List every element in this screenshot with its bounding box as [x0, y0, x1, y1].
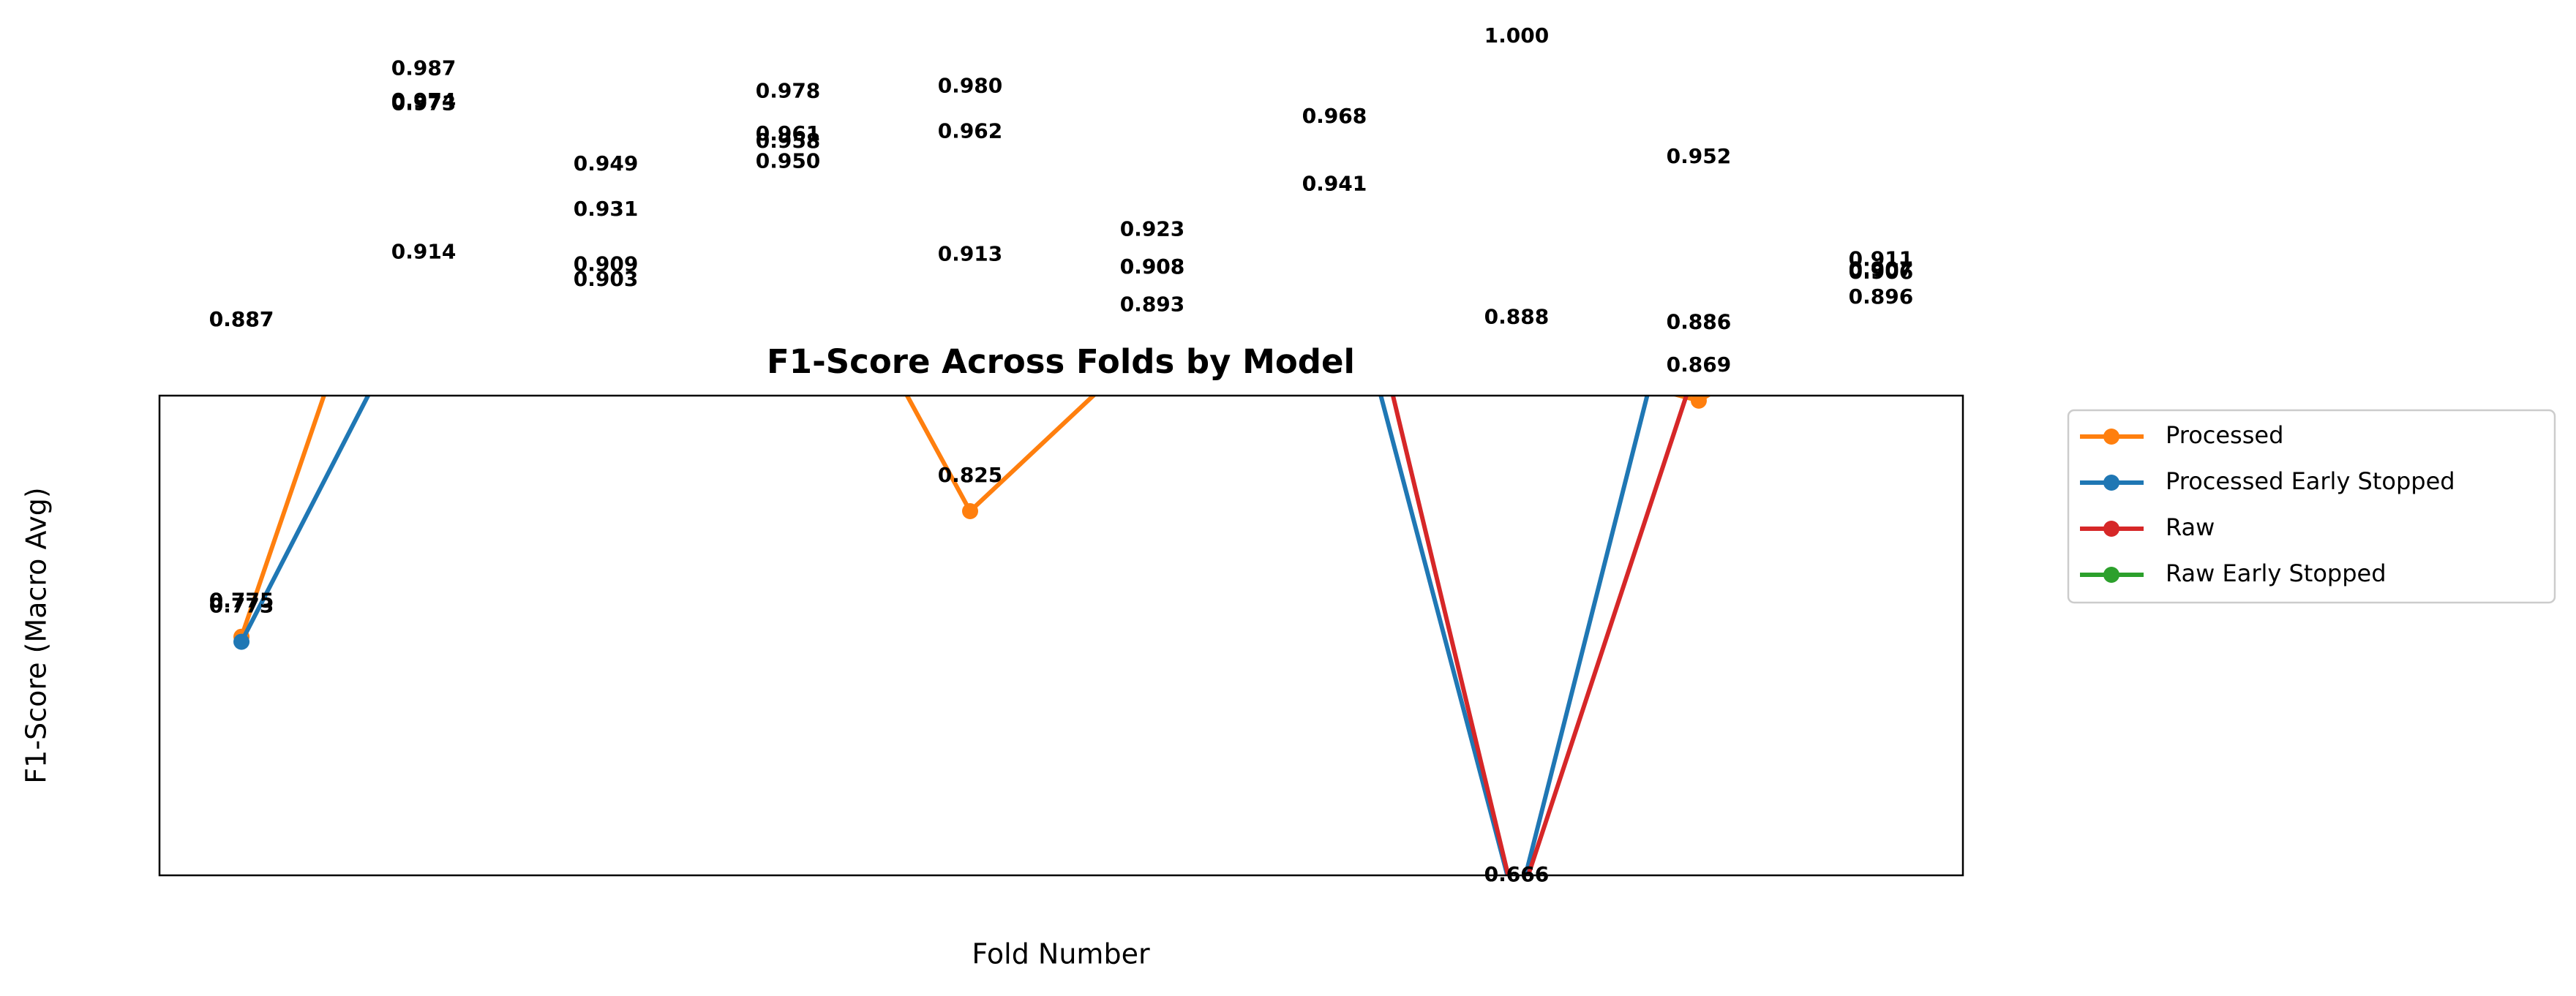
data-label: 0.869 — [1667, 352, 1732, 377]
legend-marker — [2103, 429, 2119, 445]
legend-marker — [2103, 475, 2119, 491]
y-axis-label: F1-Score (Macro Avg) — [20, 487, 53, 783]
legend-box — [2067, 409, 2556, 604]
data-label: 0.887 — [209, 307, 274, 331]
legend-label: Processed Early Stopped — [2166, 467, 2455, 495]
data-label: 0.958 — [756, 129, 821, 153]
legend: Processed Processed Early Stopped Raw Raw E… — [2067, 409, 2556, 604]
data-point — [962, 159, 978, 175]
series-line — [239, 396, 1712, 638]
data-point — [1326, 144, 1343, 160]
data-label: 0.987 — [391, 56, 457, 80]
data-point — [416, 132, 432, 148]
data-point — [416, 279, 432, 295]
data-label: 0.950 — [756, 149, 821, 173]
data-label: 0.968 — [1302, 104, 1367, 128]
axes-frame — [158, 394, 1964, 877]
legend-label: Processed — [2166, 421, 2283, 449]
data-point — [233, 347, 249, 363]
data-label: 0.908 — [1120, 254, 1185, 279]
series-line — [1390, 396, 1689, 875]
data-point — [1873, 325, 1889, 341]
data-label: 0.903 — [574, 267, 639, 291]
data-label: 0.931 — [574, 197, 639, 221]
data-label: 0.888 — [1484, 305, 1550, 329]
data-point — [1326, 212, 1343, 228]
data-labels: 0.775 0.987 0.949 0.958 0.825 0.893 0.968 0.888… — [209, 23, 1913, 886]
data-label: 0.941 — [1302, 172, 1367, 196]
plot-area — [233, 64, 1889, 918]
data-point — [1326, 144, 1343, 160]
data-label: 0.773 — [209, 594, 274, 618]
data-point — [1691, 184, 1707, 200]
data-label: 0.914 — [391, 239, 457, 263]
data-point — [1326, 212, 1343, 228]
data-label: 0.941 — [1302, 172, 1367, 196]
data-label: 0.666 — [1484, 862, 1550, 886]
data-label: 0.961 — [756, 121, 821, 146]
data-label: 0.908 — [1120, 254, 1185, 279]
series-line — [241, 72, 1881, 358]
data-label: 0.949 — [574, 151, 639, 176]
data-label: 0.825 — [938, 463, 1003, 487]
data-label: 1.000 — [1484, 23, 1550, 48]
data-point — [962, 282, 978, 298]
data-point — [1690, 396, 1707, 409]
data-label: 0.968 — [1302, 104, 1367, 128]
x-axis-label: Fold Number — [972, 938, 1150, 970]
data-point — [233, 633, 250, 650]
series-line — [239, 396, 1650, 875]
data-point — [416, 129, 432, 145]
data-point — [598, 237, 614, 253]
data-point — [598, 292, 614, 308]
data-label: 0.887 — [209, 307, 274, 331]
data-label: 0.974 — [391, 88, 457, 113]
data-label: 0.911 — [1849, 247, 1914, 271]
data-label: 0.893 — [1120, 292, 1185, 316]
data-label: 0.775 — [209, 589, 274, 613]
data-label: 0.666 — [1484, 862, 1550, 886]
data-label: 0.952 — [1667, 144, 1732, 168]
chart-title: F1-Score Across Folds by Model — [767, 342, 1355, 381]
data-point — [598, 307, 614, 323]
data-point — [1509, 345, 1525, 361]
data-label: 0.896 — [1849, 284, 1914, 309]
data-label: 0.973 — [391, 91, 457, 116]
data-label: 0.886 — [1667, 309, 1732, 333]
data-label: 0.923 — [1120, 216, 1185, 241]
data-point — [780, 189, 796, 205]
data-point — [233, 347, 249, 363]
legend-label: Raw Early Stopped — [2166, 559, 2387, 587]
data-label: 0.907 — [1849, 257, 1914, 281]
data-label: 0.906 — [1849, 260, 1914, 284]
data-point — [1509, 902, 1525, 918]
data-label: 0.909 — [574, 252, 639, 276]
data-label: 0.978 — [756, 79, 821, 103]
data-label: 0.913 — [938, 242, 1003, 266]
data-label: 0.980 — [938, 74, 1003, 98]
legend-marker — [2103, 521, 2119, 537]
data-point — [1509, 902, 1525, 918]
data-label: 0.886 — [1667, 309, 1732, 333]
legend-label: Raw — [2166, 513, 2215, 541]
legend-marker — [2103, 567, 2119, 583]
data-label: 0.962 — [938, 118, 1003, 143]
data-point — [1509, 64, 1525, 80]
data-point — [962, 502, 979, 519]
